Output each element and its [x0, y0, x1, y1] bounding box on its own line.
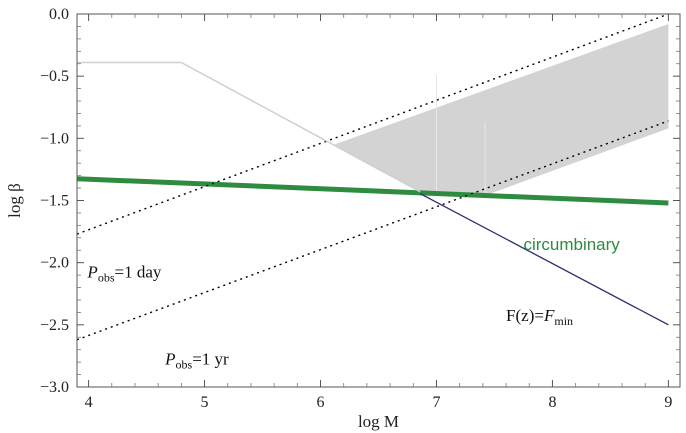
- series-line-1: [76, 176, 669, 206]
- x-tick-label-5: 8: [548, 394, 556, 411]
- x-tick-label-6: 9: [664, 394, 672, 411]
- y-tick-label-3: −1.0: [40, 130, 69, 147]
- fmin-label: F(z)=Fmin: [506, 306, 573, 328]
- circumbinary-label: circumbinary: [523, 235, 620, 254]
- shaded-region-layer: [334, 23, 669, 196]
- x-tick-label-2: 5: [201, 394, 209, 411]
- pobs-day-label: Pobs=1 day: [86, 263, 161, 285]
- y-tick-label-1: 0.0: [49, 6, 69, 23]
- y-tick-label-7: −3.0: [40, 379, 69, 396]
- pobs-yr-label: Pobs=1 yr: [164, 350, 229, 372]
- y-tick-label-2: −0.5: [40, 68, 69, 85]
- series-layer: [76, 13, 669, 341]
- x-tick-label-4: 7: [432, 394, 440, 411]
- series-line-2: [419, 193, 669, 326]
- y-tick-label-4: −1.5: [40, 193, 69, 210]
- x-axis-title: log M: [358, 412, 399, 431]
- y-tick-label-5: −2.0: [40, 255, 69, 272]
- x-tick-label-1: 4: [85, 394, 93, 411]
- y-tick-label-6: −2.5: [40, 317, 69, 334]
- shaded-region: [334, 23, 669, 196]
- y-axis-title: log β: [5, 183, 24, 218]
- x-tick-label-3: 6: [317, 394, 325, 411]
- shaded-base-edge: [420, 191, 486, 197]
- ticks-layer: 4 5 6 7 8 9 0.0 −0.5 −1.0 −1.5 −2.0 −2.5 −3.0: [40, 6, 680, 411]
- series-line-5: [77, 61, 421, 193]
